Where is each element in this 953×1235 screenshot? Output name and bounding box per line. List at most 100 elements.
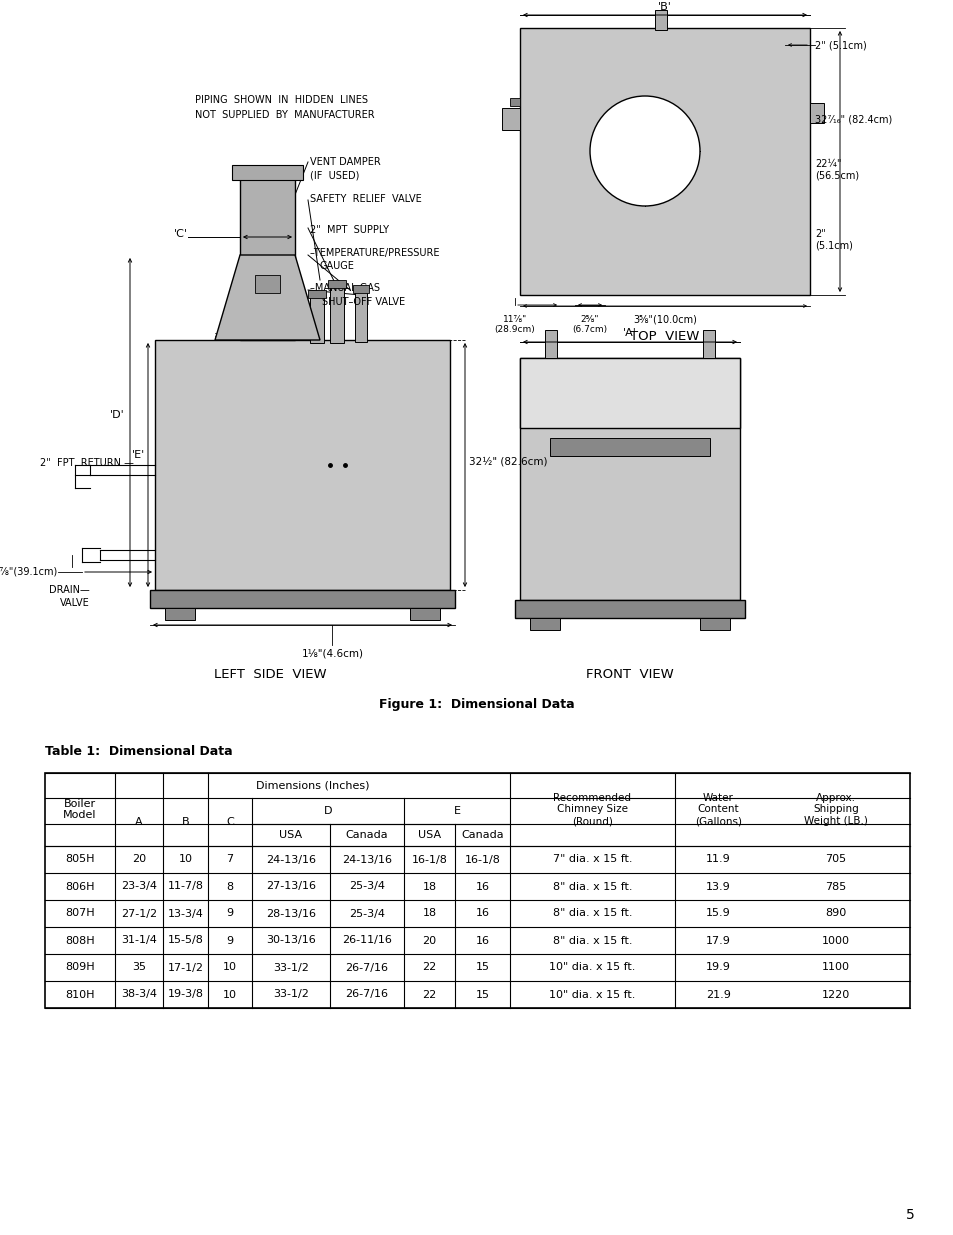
Bar xyxy=(308,290,326,298)
Bar xyxy=(519,358,740,600)
Bar xyxy=(655,10,666,30)
Text: 3⅝"(10.0cm): 3⅝"(10.0cm) xyxy=(633,315,697,325)
Text: 21.9: 21.9 xyxy=(705,989,730,999)
Text: 22¼"
(56.5cm): 22¼" (56.5cm) xyxy=(814,159,859,180)
Text: 15: 15 xyxy=(475,962,489,972)
Bar xyxy=(232,165,303,180)
Bar xyxy=(519,28,809,295)
Bar xyxy=(254,275,280,293)
Text: Dimensions (Inches): Dimensions (Inches) xyxy=(255,781,369,790)
Text: 24-13/16: 24-13/16 xyxy=(266,855,315,864)
Text: 20: 20 xyxy=(422,935,436,946)
Text: (IF  USED): (IF USED) xyxy=(310,170,359,180)
Text: 807H: 807H xyxy=(65,909,94,919)
Text: 22: 22 xyxy=(422,962,436,972)
Text: 10" dia. x 15 ft.: 10" dia. x 15 ft. xyxy=(549,989,635,999)
Text: –TEMPERATURE/PRESSURE: –TEMPERATURE/PRESSURE xyxy=(310,248,440,258)
Text: SHUT–OFF VALVE: SHUT–OFF VALVE xyxy=(322,296,405,308)
Text: Recommended
Chimney Size
(Round): Recommended Chimney Size (Round) xyxy=(553,793,631,826)
Text: B: B xyxy=(181,818,189,827)
Text: 16-1/8: 16-1/8 xyxy=(464,855,500,864)
Bar xyxy=(530,618,559,630)
Text: A: A xyxy=(135,818,143,827)
Text: 805H: 805H xyxy=(65,855,94,864)
Text: 808H: 808H xyxy=(65,935,94,946)
Text: 1100: 1100 xyxy=(821,962,849,972)
Text: 806H: 806H xyxy=(65,882,94,892)
Text: 9: 9 xyxy=(226,909,233,919)
Text: 19.9: 19.9 xyxy=(705,962,730,972)
Text: 33-1/2: 33-1/2 xyxy=(273,962,309,972)
Text: 890: 890 xyxy=(824,909,845,919)
Text: 18: 18 xyxy=(422,882,436,892)
Bar xyxy=(310,295,324,343)
Text: 10: 10 xyxy=(223,962,236,972)
Polygon shape xyxy=(214,254,319,340)
Text: 7: 7 xyxy=(226,855,233,864)
Text: 26-7/16: 26-7/16 xyxy=(345,989,388,999)
Text: SAFETY  RELIEF  VALVE: SAFETY RELIEF VALVE xyxy=(310,194,421,204)
Text: 16-1/8: 16-1/8 xyxy=(411,855,447,864)
Text: Figure 1:  Dimensional Data: Figure 1: Dimensional Data xyxy=(378,698,575,711)
Text: 15.9: 15.9 xyxy=(705,909,730,919)
Bar xyxy=(240,175,294,340)
Text: E: E xyxy=(453,806,460,816)
Bar xyxy=(154,340,450,590)
Bar xyxy=(809,103,823,124)
Text: 11-7/8: 11-7/8 xyxy=(168,882,203,892)
Bar xyxy=(353,285,369,293)
Bar xyxy=(519,358,740,429)
Text: LEFT  SIDE  VIEW: LEFT SIDE VIEW xyxy=(213,668,326,680)
Text: 31-1/4: 31-1/4 xyxy=(121,935,157,946)
Text: 8" dia. x 15 ft.: 8" dia. x 15 ft. xyxy=(552,882,632,892)
Text: 13-3/4: 13-3/4 xyxy=(168,909,203,919)
Bar xyxy=(330,285,344,343)
Text: 1000: 1000 xyxy=(821,935,849,946)
Text: 16: 16 xyxy=(475,882,489,892)
Text: 19-3/8: 19-3/8 xyxy=(168,989,203,999)
Bar xyxy=(355,290,367,342)
Text: 23-3/4: 23-3/4 xyxy=(121,882,157,892)
Text: USA: USA xyxy=(417,830,440,840)
Text: GAUGE: GAUGE xyxy=(319,261,355,270)
Text: 15⅞"(39.1cm): 15⅞"(39.1cm) xyxy=(0,567,58,577)
Text: 2"
(5.1cm): 2" (5.1cm) xyxy=(814,230,852,251)
Text: 25-3/4: 25-3/4 xyxy=(349,909,385,919)
Bar xyxy=(328,280,346,288)
Text: Canada: Canada xyxy=(460,830,503,840)
Text: 10: 10 xyxy=(223,989,236,999)
Bar xyxy=(550,438,709,456)
Text: 16: 16 xyxy=(475,909,489,919)
Text: FRONT  VIEW: FRONT VIEW xyxy=(585,668,673,680)
Text: 16: 16 xyxy=(475,935,489,946)
Text: 2⅝"
(6.7cm): 2⅝" (6.7cm) xyxy=(572,315,607,335)
Bar xyxy=(700,618,729,630)
Text: 26-11/16: 26-11/16 xyxy=(342,935,392,946)
Text: 33-1/2: 33-1/2 xyxy=(273,989,309,999)
Text: 8: 8 xyxy=(226,882,233,892)
Text: 13.9: 13.9 xyxy=(705,882,730,892)
Bar xyxy=(410,608,439,620)
Text: 20: 20 xyxy=(132,855,146,864)
Text: 8" dia. x 15 ft.: 8" dia. x 15 ft. xyxy=(552,935,632,946)
Text: C: C xyxy=(226,818,233,827)
Text: USA: USA xyxy=(279,830,302,840)
Text: 10: 10 xyxy=(178,855,193,864)
Text: 22: 22 xyxy=(422,989,436,999)
Text: 'E': 'E' xyxy=(132,450,145,459)
Text: 8" dia. x 15 ft.: 8" dia. x 15 ft. xyxy=(552,909,632,919)
Bar xyxy=(510,98,519,106)
Bar xyxy=(501,107,519,130)
Text: 1220: 1220 xyxy=(821,989,849,999)
Text: Canada: Canada xyxy=(345,830,388,840)
Text: NOT  SUPPLIED  BY  MANUFACTURER: NOT SUPPLIED BY MANUFACTURER xyxy=(194,110,375,120)
Text: Approx.
Shipping
Weight (LB.): Approx. Shipping Weight (LB.) xyxy=(803,793,867,826)
Bar xyxy=(45,773,909,1008)
Text: 2"  MPT  SUPPLY: 2" MPT SUPPLY xyxy=(310,225,389,235)
Text: 35: 35 xyxy=(132,962,146,972)
Text: 5: 5 xyxy=(904,1208,913,1221)
Text: 30-13/16: 30-13/16 xyxy=(266,935,315,946)
Text: 785: 785 xyxy=(824,882,845,892)
Circle shape xyxy=(589,96,700,206)
Text: 32½" (82.6cm): 32½" (82.6cm) xyxy=(469,457,547,467)
